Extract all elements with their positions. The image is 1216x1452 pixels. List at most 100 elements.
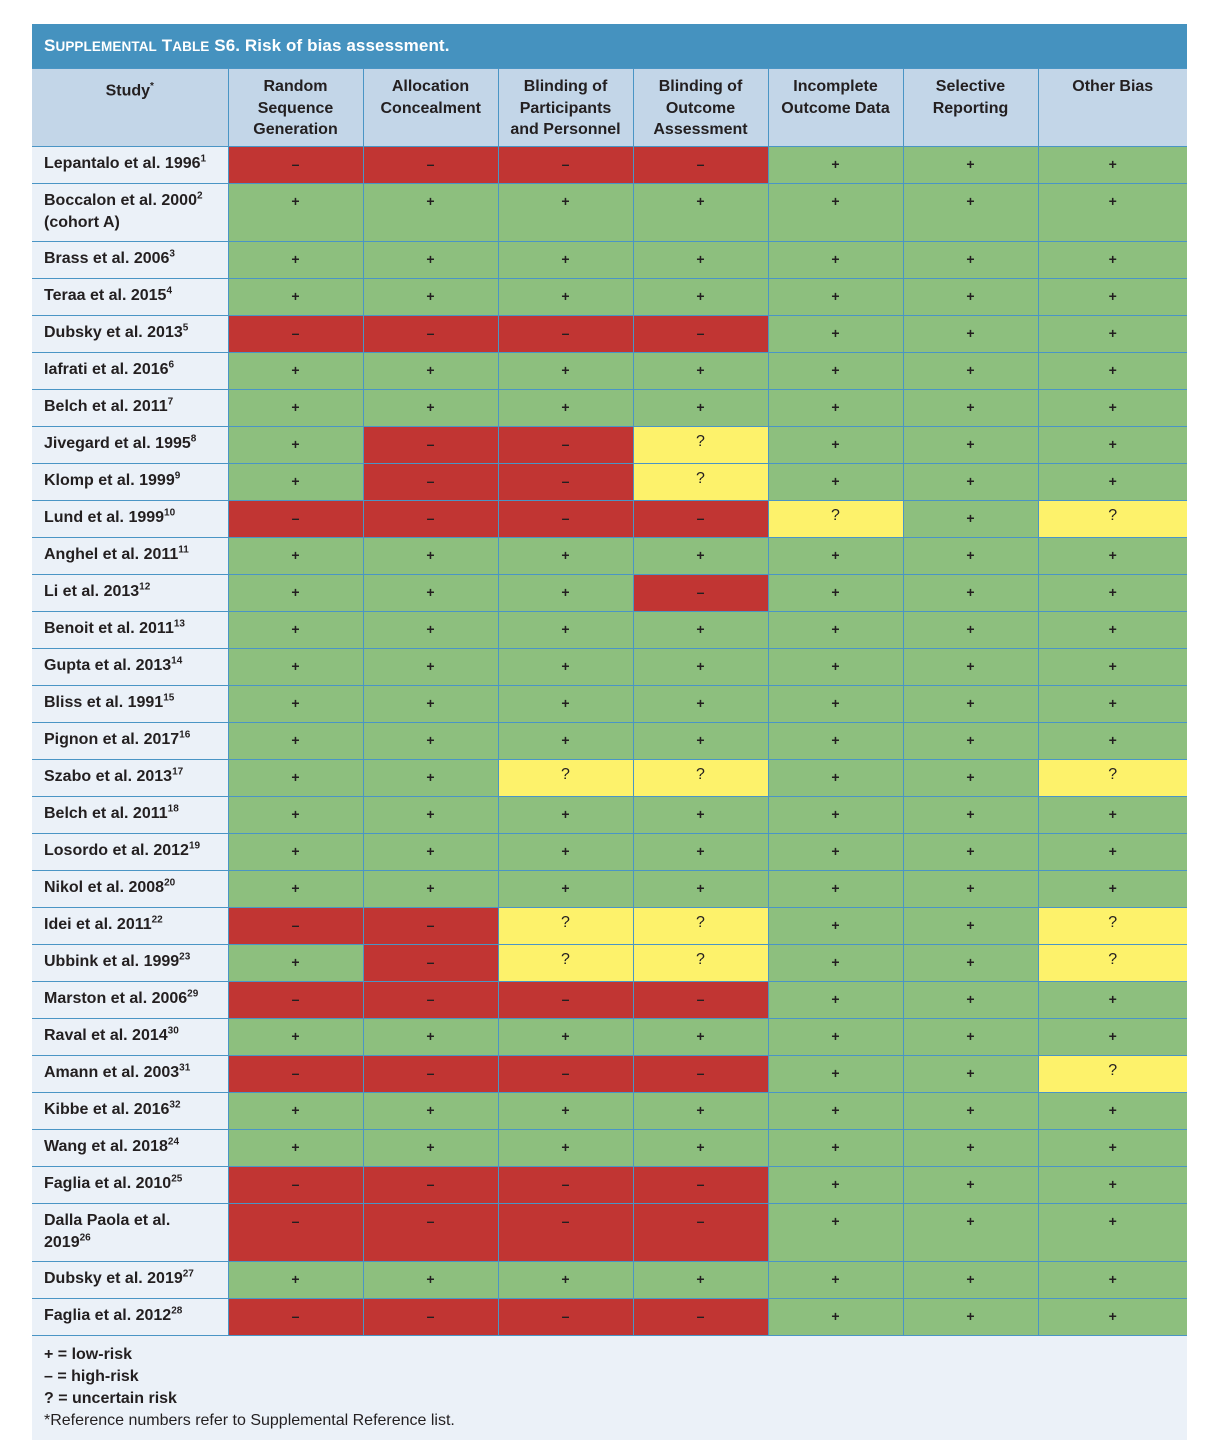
study-name-cell: Raval et al. 201430	[32, 1018, 229, 1056]
risk-symbol: +	[561, 362, 570, 378]
risk-symbol: –	[561, 991, 570, 1007]
risk-cell-low-risk: +	[902, 611, 1039, 649]
risk-symbol: +	[561, 658, 570, 674]
risk-symbol: +	[1108, 325, 1117, 341]
risk-symbol: +	[1108, 806, 1117, 822]
risk-symbol: +	[831, 547, 840, 563]
risk-symbol: +	[426, 193, 435, 209]
risk-symbol: +	[561, 547, 570, 563]
risk-cell-low-risk: +	[227, 241, 364, 279]
risk-symbol: +	[291, 584, 300, 600]
study-name-line2: (cohort A)	[44, 214, 120, 231]
risk-symbol: +	[426, 1028, 435, 1044]
risk-symbol: +	[831, 251, 840, 267]
risk-cell-low-risk: +	[767, 241, 904, 279]
risk-symbol: +	[1108, 658, 1117, 674]
risk-symbol: +	[291, 732, 300, 748]
risk-cell-low-risk: +	[227, 648, 364, 686]
risk-cell-high-risk: –	[632, 1298, 769, 1336]
reference-number: 23	[179, 951, 191, 963]
risk-symbol: +	[966, 473, 975, 489]
risk-cell-low-risk: +	[632, 1261, 769, 1299]
risk-cell-low-risk: +	[1037, 870, 1187, 908]
risk-symbol: –	[426, 1308, 435, 1324]
risk-cell-low-risk: +	[902, 648, 1039, 686]
risk-symbol: –	[291, 510, 300, 526]
risk-symbol: ?	[1108, 1062, 1118, 1079]
study-name: Wang et al. 2018	[44, 1138, 168, 1155]
risk-cell-low-risk: +	[767, 389, 904, 427]
risk-symbol: ?	[1108, 914, 1118, 931]
table-row: Li et al. 201312 + + + – + + +	[32, 574, 1187, 612]
risk-cell-low-risk: +	[767, 278, 904, 316]
risk-cell-low-risk: +	[497, 648, 634, 686]
risk-cell-low-risk: +	[902, 907, 1039, 945]
column-header-blinding-of-outcome-assessment: Blinding of Outcome Assessment	[632, 68, 769, 147]
risk-cell-low-risk: +	[1037, 1261, 1187, 1299]
table-row: Brass et al. 20063 + + + + + + +	[32, 241, 1187, 279]
risk-symbol: +	[966, 193, 975, 209]
table-row: Teraa et al. 20154 + + + + + + +	[32, 278, 1187, 316]
risk-symbol: +	[966, 288, 975, 304]
risk-symbol: –	[426, 473, 435, 489]
risk-symbol: +	[831, 156, 840, 172]
reference-number: 31	[179, 1062, 191, 1074]
risk-symbol: +	[561, 193, 570, 209]
study-name: Losordo et al. 2012	[44, 842, 189, 859]
risk-symbol: ?	[561, 951, 570, 968]
risk-symbol: +	[696, 621, 705, 637]
risk-cell-high-risk: –	[497, 315, 634, 353]
risk-cell-low-risk: +	[767, 352, 904, 390]
risk-symbol: +	[291, 843, 300, 859]
risk-symbol: ?	[696, 433, 705, 450]
risk-cell-low-risk: +	[497, 1261, 634, 1299]
risk-symbol: +	[696, 1271, 705, 1287]
risk-cell-high-risk: –	[362, 981, 499, 1019]
risk-symbol: +	[966, 954, 975, 970]
risk-symbol: +	[831, 1176, 840, 1192]
risk-symbol: +	[696, 1102, 705, 1118]
study-name: Jivegard et al. 1995	[44, 435, 191, 452]
risk-cell-high-risk: –	[362, 1298, 499, 1336]
risk-symbol: +	[1108, 621, 1117, 637]
reference-number: 28	[171, 1305, 183, 1317]
reference-number: 27	[182, 1268, 194, 1280]
study-name: Li et al. 2013	[44, 583, 140, 600]
risk-symbol: +	[831, 1065, 840, 1081]
risk-cell-low-risk: +	[632, 183, 769, 242]
risk-symbol: –	[426, 436, 435, 452]
risk-symbol: +	[966, 1139, 975, 1155]
risk-symbol: +	[966, 1102, 975, 1118]
risk-symbol: +	[426, 880, 435, 896]
risk-symbol: +	[966, 769, 975, 785]
risk-symbol: +	[1108, 1102, 1117, 1118]
risk-symbol: –	[561, 510, 570, 526]
reference-number: 30	[167, 1025, 179, 1037]
risk-cell-high-risk: –	[227, 1166, 364, 1204]
risk-cell-high-risk: –	[362, 1055, 499, 1093]
risk-cell-low-risk: +	[362, 1129, 499, 1167]
risk-symbol: +	[426, 399, 435, 415]
risk-symbol: +	[966, 880, 975, 896]
risk-cell-low-risk: +	[1037, 1203, 1187, 1262]
risk-symbol: +	[561, 732, 570, 748]
risk-cell-low-risk: +	[767, 1055, 904, 1093]
risk-cell-low-risk: +	[632, 722, 769, 760]
study-name-cell: Faglia et al. 201228	[32, 1298, 229, 1336]
risk-symbol: +	[291, 1271, 300, 1287]
legend: + = low-risk – = high-risk ? = uncertain r…	[44, 1344, 1175, 1410]
study-name: Boccalon et al. 2000	[44, 192, 197, 209]
study-name: Benoit et al. 2011	[44, 620, 174, 637]
risk-cell-low-risk: +	[497, 1018, 634, 1056]
risk-cell-high-risk: –	[632, 500, 769, 538]
risk-cell-low-risk: +	[227, 352, 364, 390]
reference-number: 15	[163, 692, 175, 704]
risk-symbol: +	[561, 806, 570, 822]
risk-cell-low-risk: +	[902, 870, 1039, 908]
risk-symbol: +	[291, 1028, 300, 1044]
risk-cell-low-risk: +	[362, 537, 499, 575]
risk-symbol: +	[831, 695, 840, 711]
study-name-cell: Iafrati et al. 20166	[32, 352, 229, 390]
reference-number: 4	[166, 285, 173, 297]
risk-symbol: +	[1108, 156, 1117, 172]
